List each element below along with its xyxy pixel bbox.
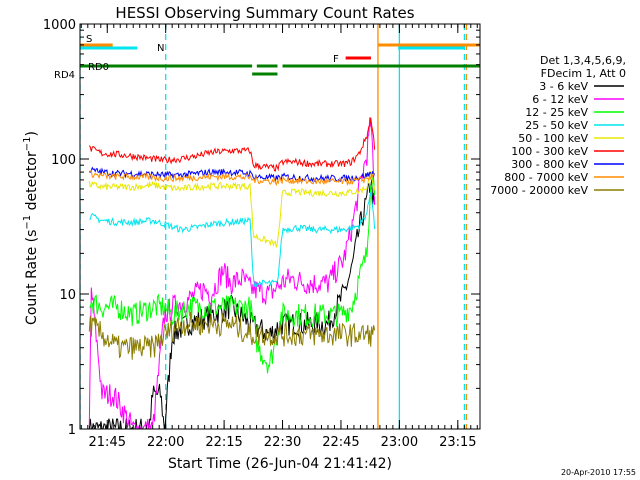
y-axis-label-sup1: −1: [22, 215, 33, 230]
legend-label: 50 - 100 keV: [518, 132, 588, 145]
flag-label: F: [333, 54, 339, 65]
legend-label: 300 - 800 keV: [511, 158, 588, 171]
x-tick-label: 22:00: [147, 435, 184, 450]
series-line: [88, 117, 376, 172]
legend-label: 100 - 300 keV: [511, 145, 588, 158]
plot-frame: [79, 23, 481, 430]
y-tick-label: 10: [59, 288, 76, 303]
y-axis-label-post: ): [24, 131, 40, 136]
series-line: [88, 179, 376, 429]
flag-label: S: [86, 34, 92, 45]
x-tick-label: 21:45: [89, 435, 126, 450]
series-line: [89, 176, 376, 374]
y-axis-label-mid: detector: [24, 151, 40, 215]
legend-label: 7000 - 20000 keV: [490, 184, 588, 197]
legend-label: 6 - 12 keV: [532, 93, 588, 106]
y-axis-label-pre: Count Rate (s: [24, 230, 40, 325]
series-line: [88, 311, 376, 360]
y-tick-label: 1000: [43, 18, 76, 33]
y-tick-label: 100: [51, 153, 76, 168]
legend-label: 25 - 50 keV: [525, 119, 588, 132]
x-axis-label: Start Time (26-Jun-04 21:41:42): [168, 456, 392, 472]
x-tick-label: 23:00: [381, 435, 418, 450]
x-tick-label: 23:15: [439, 435, 476, 450]
series-line: [88, 170, 376, 248]
legend-label: 800 - 7000 keV: [504, 171, 588, 184]
y-axis-label-sup2: −1: [22, 137, 33, 152]
x-tick-label: 22:45: [322, 435, 359, 450]
series-line: [89, 192, 376, 289]
legend-header: Det 1,3,4,5,6,9,: [540, 54, 626, 67]
flag-label: N: [157, 43, 164, 54]
flag-label: RD0: [88, 62, 109, 73]
legend-label: 12 - 25 keV: [525, 106, 588, 119]
x-tick-label: 22:30: [264, 435, 301, 450]
flag-label: RD4: [54, 70, 75, 81]
timestamp: 20-Apr-2010 17:55: [561, 468, 636, 477]
y-axis-label: Count Rate (s−1 detector−1): [22, 131, 40, 325]
legend-label: 3 - 6 keV: [539, 80, 588, 93]
y-tick-label: 1: [68, 423, 76, 438]
x-tick-label: 22:15: [205, 435, 242, 450]
legend-header: FDecim 1, Att 0: [541, 67, 626, 80]
series-line: [88, 169, 375, 187]
chart-title: HESSI Observing Summary Count Rates: [115, 4, 414, 22]
legend: Det 1,3,4,5,6,9,FDecim 1, Att 03 - 6 keV…: [490, 54, 626, 197]
